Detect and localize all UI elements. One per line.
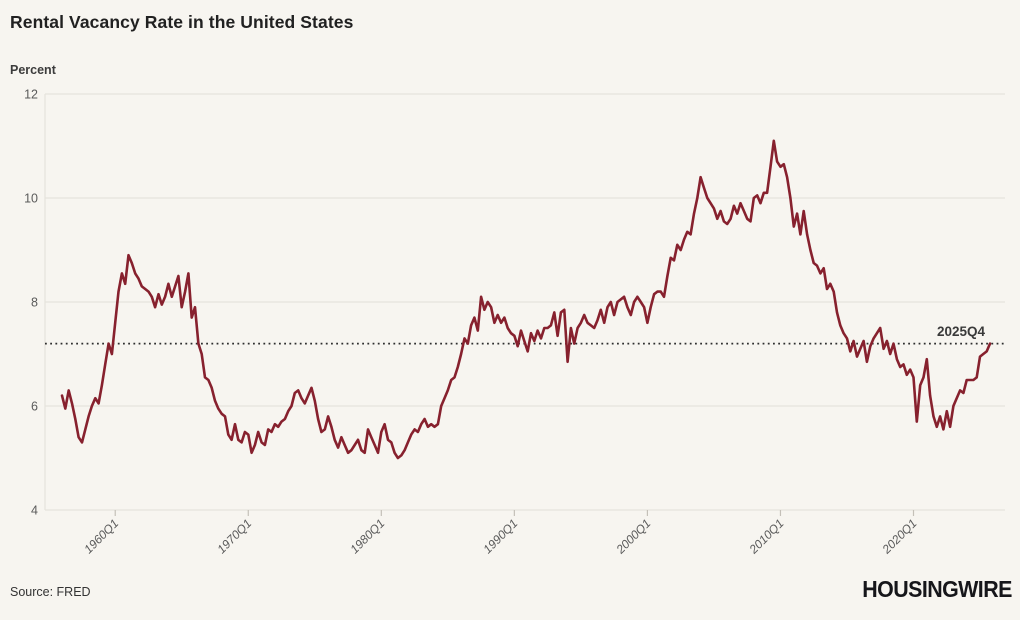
y-tick-label: 8 xyxy=(31,296,38,310)
y-axis-unit-label: Percent xyxy=(10,63,56,77)
gridlines xyxy=(44,93,1005,511)
x-tick-label: 2000Q1 xyxy=(613,516,654,557)
housingwire-logo: HOUSINGWIRE xyxy=(862,576,1012,602)
reference-line-annotation: 2025Q4 xyxy=(937,324,986,339)
y-tick-label: 6 xyxy=(31,400,38,414)
y-tick-label: 4 xyxy=(31,504,38,518)
x-tick-label: 2020Q1 xyxy=(879,516,920,557)
x-tick-label: 1980Q1 xyxy=(347,516,387,556)
axis-ticks xyxy=(114,510,915,516)
y-tick-label: 10 xyxy=(24,192,38,206)
source-credit: Source: FRED xyxy=(10,585,91,599)
x-tick-label: 2010Q1 xyxy=(746,516,787,557)
x-tick-label: 1990Q1 xyxy=(480,516,520,556)
y-tick-label: 12 xyxy=(24,88,38,102)
x-tick-label: 1970Q1 xyxy=(214,516,254,556)
x-tick-label: 1960Q1 xyxy=(81,516,121,556)
data-series xyxy=(60,139,992,460)
rental-vacancy-line xyxy=(60,139,992,460)
page-title: Rental Vacancy Rate in the United States xyxy=(10,12,354,32)
